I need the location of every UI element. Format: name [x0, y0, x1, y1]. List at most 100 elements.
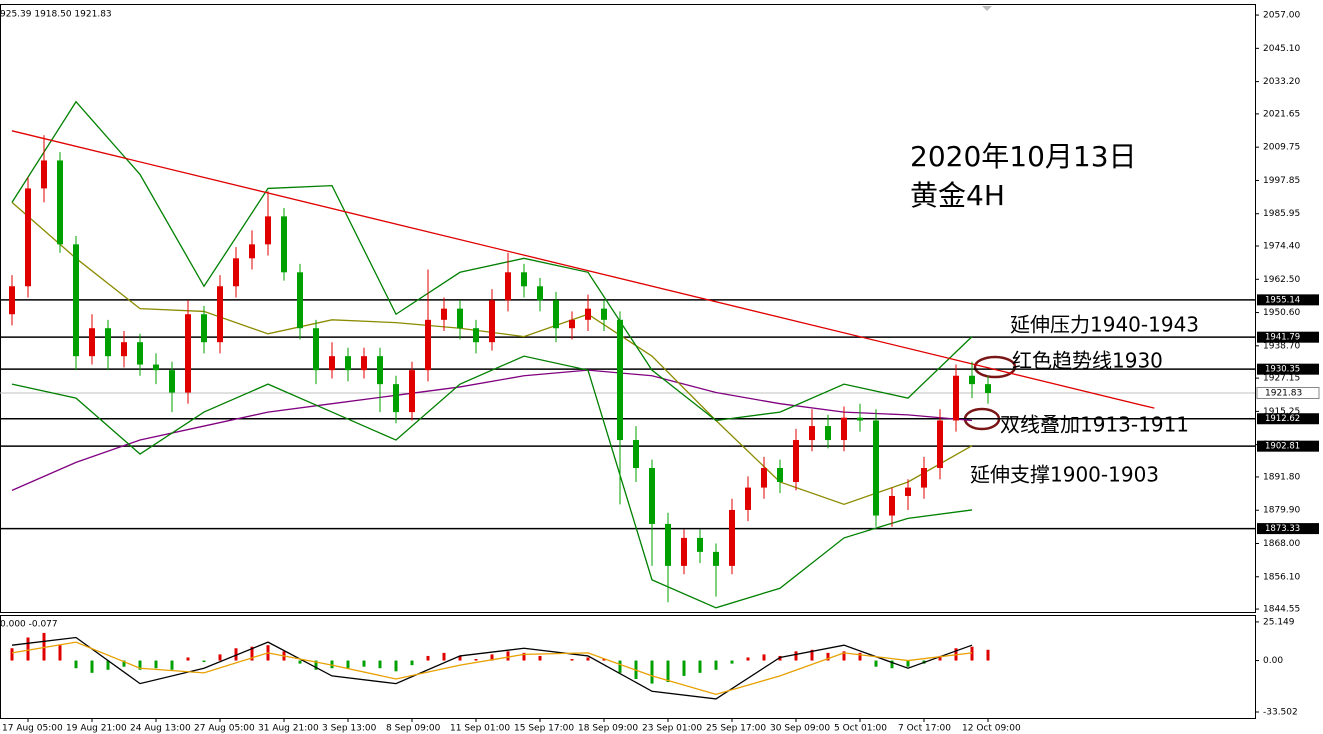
macd-bar — [170, 660, 174, 670]
x-tick-label: 12 Oct 09:00 — [962, 724, 1021, 734]
macd-bar — [314, 660, 318, 670]
bid-label: 1921.83 — [1265, 388, 1302, 398]
macd-bar — [890, 660, 894, 669]
level-box — [1257, 331, 1319, 343]
y-tick-label: 1938.70 — [1263, 341, 1300, 351]
y-tick-label: 1879.90 — [1263, 506, 1300, 516]
level-label: 1912.62 — [1265, 414, 1300, 424]
candle-body — [105, 328, 111, 357]
macd-bar — [474, 659, 478, 661]
macd-bar — [794, 651, 798, 661]
x-tick-label: 7 Oct 17:00 — [898, 724, 951, 734]
macd-bar — [90, 660, 94, 673]
macd-bar — [74, 660, 78, 669]
x-tick-label: 18 Sep 09:00 — [578, 724, 638, 734]
macd-bar — [330, 660, 334, 669]
macd-bar — [426, 655, 430, 661]
candle-body — [553, 300, 559, 329]
annotation: 黄金4H — [910, 179, 1005, 212]
candle-body — [521, 272, 527, 287]
candle-body — [233, 258, 239, 287]
annotation: 延伸支撑1900-1903 — [970, 463, 1159, 487]
x-tick-label: 8 Sep 09:00 — [386, 724, 441, 734]
macd-bar — [378, 660, 382, 669]
candle-body — [905, 487, 911, 496]
macd-bar — [746, 657, 750, 661]
candle-body — [697, 537, 703, 552]
macd-bar — [650, 660, 654, 684]
macd-bar — [938, 655, 942, 661]
y-tick-label: 1950.60 — [1263, 308, 1300, 318]
candle-body — [281, 216, 287, 273]
macd-bar — [506, 651, 510, 661]
level-label: 1873.33 — [1265, 524, 1300, 534]
y-tick-label: 2009.75 — [1263, 143, 1300, 153]
candle-body — [937, 420, 943, 469]
y-tick-label: 25.149 — [1263, 617, 1295, 627]
candle-body — [985, 384, 991, 393]
candle-body — [409, 370, 415, 413]
macd-line — [11, 636, 973, 700]
candle-body — [889, 495, 895, 516]
candle-body — [857, 417, 863, 421]
macd-bar — [538, 655, 542, 661]
macd-bar — [122, 660, 126, 667]
shift-marker — [982, 6, 992, 11]
candle-body — [73, 244, 79, 357]
y-tick-label: 0.00 — [1263, 656, 1283, 666]
macd-bar — [10, 648, 14, 661]
x-tick-label: 19 Aug 21:00 — [66, 724, 127, 734]
y-tick-label: 1868.00 — [1263, 539, 1300, 549]
candle-body — [569, 319, 575, 329]
macd-bar — [362, 660, 366, 667]
candle-body — [505, 272, 511, 301]
candle-body — [649, 468, 655, 524]
macd-bar — [810, 649, 814, 661]
annotation: 2020年10月13日 — [910, 140, 1137, 173]
candle-body — [265, 216, 271, 245]
macd-bar — [522, 652, 526, 661]
candle-body — [473, 328, 479, 343]
y-tick-label: 1985.95 — [1263, 209, 1300, 219]
candle-body — [249, 244, 255, 259]
price-panel-frame — [0, 4, 1256, 613]
x-tick-label: 30 Sep 09:00 — [770, 724, 830, 734]
candle-body — [777, 468, 783, 482]
candle-body — [617, 319, 623, 441]
x-tick-label: 25 Sep 17:00 — [706, 724, 766, 734]
y-tick-label: 1856.10 — [1263, 572, 1300, 582]
macd-bar — [490, 654, 494, 661]
candle-body — [793, 440, 799, 482]
candle-body — [57, 160, 63, 245]
price-header: 925.39 1918.50 1921.83 — [0, 10, 112, 20]
macd-bar — [442, 652, 446, 661]
candle-body — [393, 384, 399, 413]
level-box — [1257, 440, 1319, 452]
macd-bar — [618, 660, 622, 673]
macd-bar — [346, 660, 350, 669]
x-tick-label: 11 Sep 01:00 — [450, 724, 510, 734]
macd-bar — [986, 649, 990, 661]
y-tick-label: 1974.40 — [1263, 242, 1300, 252]
level-label: 1902.81 — [1265, 442, 1300, 452]
bid-box — [1256, 386, 1320, 399]
macd-bar — [186, 657, 190, 661]
macd-bar — [858, 652, 862, 661]
annotation: 延伸压力1940-1943 — [1010, 313, 1199, 337]
candle-body — [825, 426, 831, 441]
candle-body — [537, 286, 543, 301]
candle-body — [89, 328, 95, 357]
y-tick-label: 1844.55 — [1263, 605, 1300, 615]
candle-body — [25, 188, 31, 287]
candle-body — [457, 308, 463, 329]
level-box — [1257, 363, 1319, 375]
macd-bar — [698, 660, 702, 673]
candle-body — [329, 356, 335, 371]
level-label: 1955.14 — [1265, 295, 1300, 305]
candle-body — [361, 356, 367, 371]
candle-body — [345, 356, 351, 371]
macd-bar — [26, 637, 30, 661]
macd-bar — [394, 660, 398, 672]
